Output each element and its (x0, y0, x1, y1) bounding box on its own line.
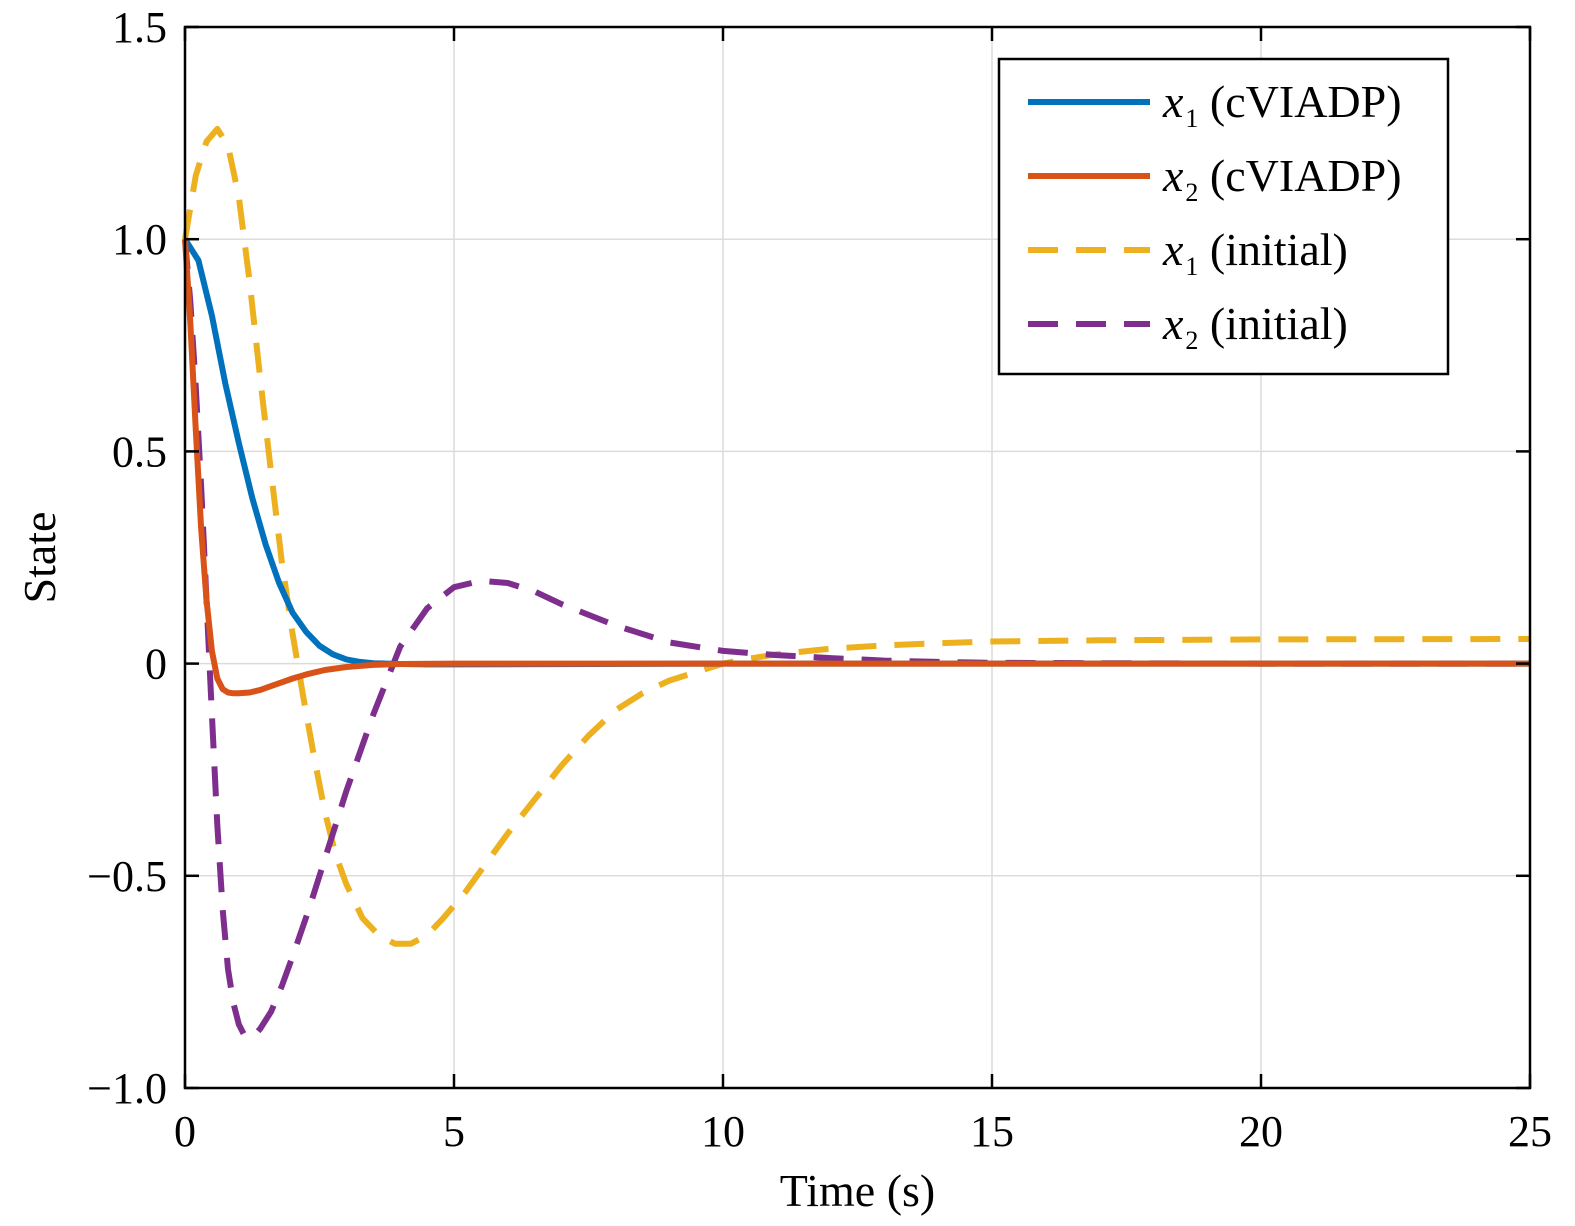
plot-frame (183, 25, 1532, 1090)
y-tick-label: 1.0 (112, 215, 167, 264)
x-tick-label: 0 (174, 1107, 196, 1156)
legend-box (997, 57, 1450, 376)
legend-item: x2 (initial) (1028, 298, 1348, 355)
legend-subscript: 2 (1185, 326, 1198, 355)
legend-var: x (1162, 76, 1184, 127)
legend-var: x (1162, 224, 1184, 275)
legend-item: x2 (cVIADP) (1028, 150, 1402, 207)
x-tick-label: 5 (443, 1107, 465, 1156)
legend: x1 (cVIADP)x2 (cVIADP)x1 (initial)x2 (in… (997, 57, 1450, 376)
y-tick-label: 0 (145, 640, 167, 689)
x-tick-label: 10 (701, 1107, 745, 1156)
legend-suffix: (initial) (1198, 298, 1347, 349)
y-axis-title: State (14, 512, 65, 604)
legend-item: x1 (cVIADP) (1028, 76, 1402, 133)
x-tick-label: 25 (1508, 1107, 1552, 1156)
axis-ticks (183, 25, 1532, 1090)
y-tick-labels: −1.0 −0.5 0 0.5 1.0 1.5 (87, 3, 167, 1113)
series-line-3 (182, 125, 1531, 947)
legend-label: x2 (initial) (1162, 298, 1348, 355)
plot-lines (182, 125, 1531, 1041)
legend-item: x1 (initial) (1028, 224, 1348, 281)
legend-suffix: (initial) (1198, 224, 1347, 275)
y-tick-label: −1.0 (87, 1064, 167, 1113)
y-tick-label: −0.5 (87, 852, 167, 901)
series-line-4 (182, 238, 1530, 1041)
legend-var: x (1162, 150, 1184, 201)
x-tick-label: 20 (1239, 1107, 1283, 1156)
x-tick-labels: 0 5 10 15 20 25 (174, 1107, 1552, 1156)
legend-suffix: (cVIADP) (1198, 150, 1401, 201)
x-tick-label: 15 (970, 1107, 1014, 1156)
y-tick-label: 1.5 (112, 3, 167, 52)
series-line-2 (182, 239, 1530, 697)
x-axis-title: Time (s) (780, 1165, 936, 1216)
legend-label: x1 (initial) (1162, 224, 1348, 281)
legend-label: x2 (cVIADP) (1162, 150, 1402, 207)
legend-label: x1 (cVIADP) (1162, 76, 1402, 133)
legend-suffix: (cVIADP) (1198, 76, 1401, 127)
legend-var: x (1162, 298, 1184, 349)
y-tick-label: 0.5 (112, 427, 167, 476)
legend-subscript: 1 (1185, 252, 1198, 281)
legend-subscript: 1 (1185, 104, 1198, 133)
legend-subscript: 2 (1185, 178, 1198, 207)
